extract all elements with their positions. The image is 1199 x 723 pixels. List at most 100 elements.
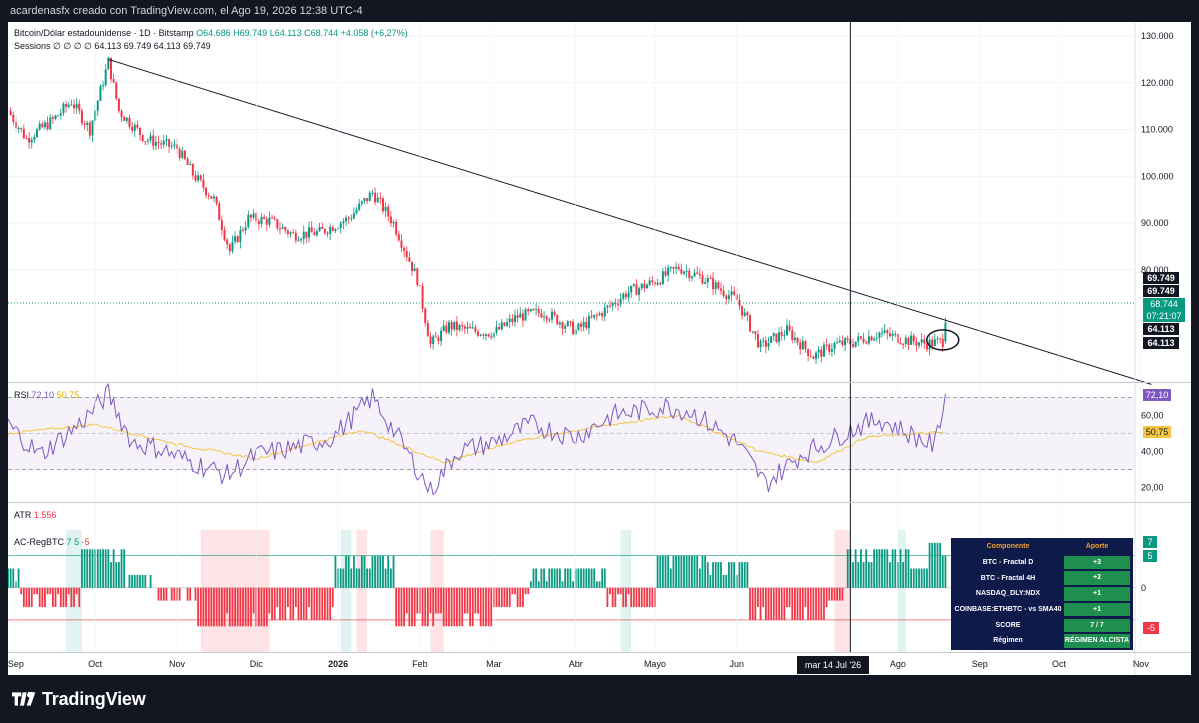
candle-body <box>12 114 15 122</box>
regime-bar <box>875 549 878 588</box>
candle-body <box>197 175 200 181</box>
candle-body <box>659 282 662 285</box>
regime-bar <box>646 587 648 608</box>
candle-body <box>561 322 564 329</box>
regime-bar <box>91 549 94 588</box>
candle <box>413 264 416 272</box>
candle-body <box>873 338 876 341</box>
candle-body <box>566 321 569 327</box>
candle-body <box>249 214 252 218</box>
regime-bar <box>157 587 160 601</box>
candle-body <box>548 319 551 321</box>
candle <box>616 299 619 311</box>
candle <box>899 337 902 345</box>
candle-body <box>793 337 796 341</box>
candle-body <box>558 322 561 325</box>
regime-bar <box>878 549 881 588</box>
candle <box>867 330 870 346</box>
candle <box>664 266 667 278</box>
candle-body <box>178 148 181 158</box>
regime-bar <box>730 562 733 588</box>
candle-body <box>413 268 416 272</box>
regime-bar <box>899 549 902 588</box>
candle <box>902 342 905 350</box>
ohlc-change: +4.058 (+6,27%) <box>340 28 408 38</box>
atr-legend[interactable]: ATR 1.556 <box>14 510 56 520</box>
candle <box>656 278 659 286</box>
regime-bar <box>915 568 918 588</box>
candle-body <box>440 330 443 342</box>
candle-body <box>762 340 765 342</box>
candle <box>210 196 213 199</box>
regime-bar <box>569 568 572 588</box>
regime-bar <box>339 568 342 588</box>
candle <box>529 308 532 313</box>
regime-bar <box>218 587 221 627</box>
regime-bar <box>49 587 52 595</box>
candle-body <box>925 343 928 350</box>
candle-body <box>852 344 854 347</box>
candle-body <box>257 221 260 225</box>
candle-body <box>30 139 33 143</box>
candle-body <box>891 333 894 337</box>
tradingview-logo[interactable]: TradingView <box>12 686 146 712</box>
candle <box>577 322 580 331</box>
candle-body <box>109 57 112 80</box>
regime-bar <box>529 581 532 588</box>
candle-body <box>183 150 186 159</box>
candle <box>482 332 485 340</box>
candle-body <box>756 334 759 348</box>
candle-body <box>651 280 654 283</box>
regime-bar <box>250 587 252 627</box>
candle-body <box>265 218 268 225</box>
candle <box>9 107 12 116</box>
candle-body <box>310 227 313 233</box>
regime-bar <box>392 555 395 588</box>
regime-bar <box>445 587 448 627</box>
sessions-legend[interactable]: Sessions ∅ ∅ ∅ ∅ 64.113 69.749 64.113 69… <box>14 41 211 52</box>
candle <box>107 56 110 70</box>
candle <box>521 309 524 327</box>
rsi-label-ma: 50,75 <box>1143 426 1171 438</box>
regime-legend-v2: 5 <box>74 537 80 547</box>
regime-bar <box>323 587 326 620</box>
candle-body <box>271 217 274 219</box>
candle-body <box>712 278 715 290</box>
candle-body <box>445 325 448 333</box>
table-cell-name: NASDAQ_DLY:NDX <box>975 590 1041 598</box>
candle <box>12 112 15 126</box>
regime-label-minus5: -5 <box>1143 622 1159 634</box>
candle-body <box>453 321 456 330</box>
symbol-legend[interactable]: Bitcoin/Dólar estadounidense · 1D · Bits… <box>14 28 408 38</box>
candle <box>741 305 744 320</box>
candle <box>933 333 936 347</box>
regime-bar <box>677 555 680 588</box>
regime-bar <box>902 562 905 588</box>
candle-body <box>191 164 194 176</box>
regime-bar <box>207 587 210 627</box>
regime-bar <box>461 587 464 627</box>
rsi-legend[interactable]: RSI 72,10 50,75 <box>14 390 79 400</box>
regime-bar <box>514 587 516 595</box>
candle <box>614 298 617 308</box>
candle-body <box>160 143 163 145</box>
candle <box>730 285 733 302</box>
regime-legend[interactable]: AC-RegBTC 7 5 -5 <box>14 537 90 547</box>
candle <box>17 126 20 134</box>
candle-body <box>405 251 408 258</box>
candle-body <box>236 236 239 243</box>
candle <box>632 283 635 287</box>
candle <box>442 319 445 333</box>
candle <box>339 221 342 234</box>
chart-canvas[interactable]: 80.000 90.000 100.000 110.000 120.000 130.000… <box>8 22 1191 675</box>
candle-body <box>593 314 596 318</box>
regime-bar <box>691 555 693 588</box>
candle <box>688 268 691 282</box>
regime-bar <box>495 587 498 608</box>
table-header-component: Componente <box>986 543 1030 551</box>
regime-bar <box>614 587 617 608</box>
regime-bar <box>865 549 868 588</box>
regime-bar <box>931 542 934 588</box>
regime-bar <box>67 587 70 595</box>
candle <box>278 222 281 235</box>
